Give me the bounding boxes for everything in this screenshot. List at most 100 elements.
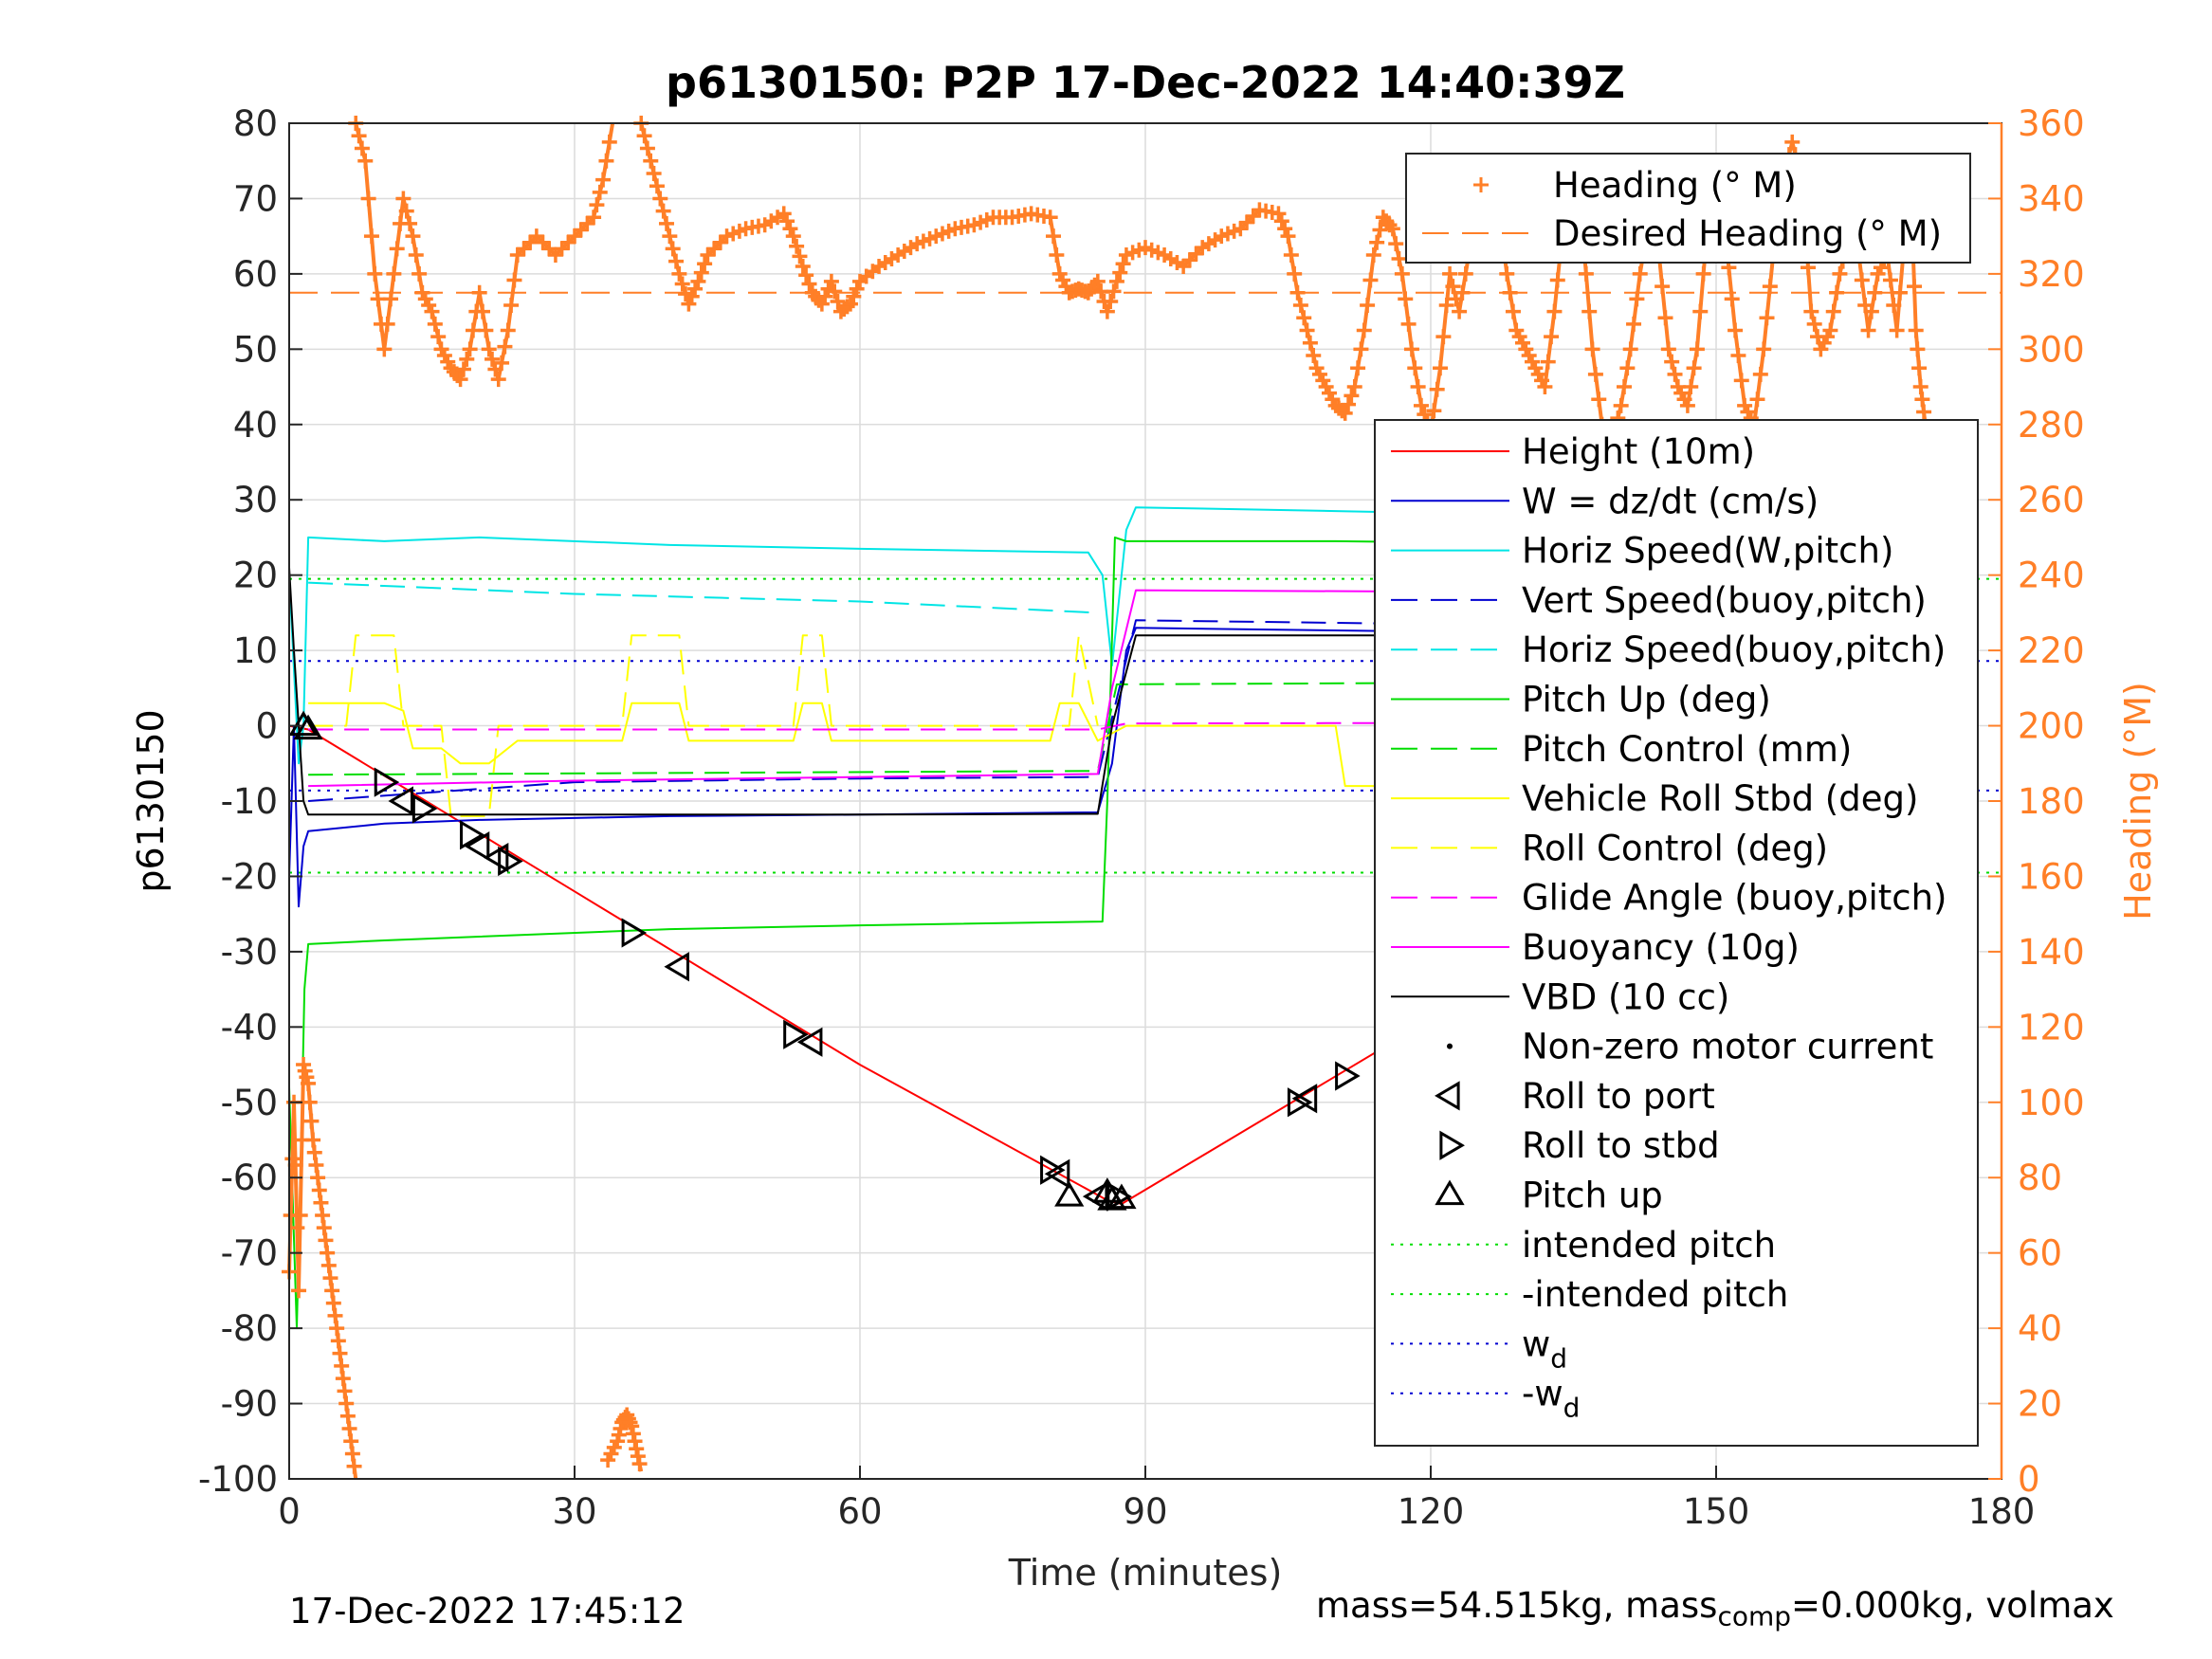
heading-point bbox=[1407, 360, 1423, 376]
heading-point bbox=[1280, 228, 1296, 245]
heading-point bbox=[684, 288, 700, 304]
y-tick-label-right: 280 bbox=[2018, 405, 2085, 446]
heading-point bbox=[1353, 341, 1369, 357]
series-line bbox=[308, 581, 1098, 614]
heading-point bbox=[455, 361, 471, 377]
heading-point bbox=[1369, 234, 1385, 250]
heading-point bbox=[1882, 272, 1898, 288]
heading-point bbox=[484, 351, 501, 367]
heading-point bbox=[506, 272, 522, 288]
legend-heading-box bbox=[1405, 153, 1971, 264]
heading-point bbox=[1271, 206, 1287, 222]
legend-label: Pitch up bbox=[1522, 1176, 1663, 1216]
heading-point bbox=[1752, 366, 1768, 382]
heading-point bbox=[1544, 329, 1560, 345]
legend-sample bbox=[1435, 1179, 1465, 1206]
heading-point bbox=[586, 210, 602, 226]
heading-point bbox=[589, 197, 605, 213]
heading-point bbox=[1502, 284, 1518, 301]
y-tick-label-right: 100 bbox=[2018, 1083, 2085, 1123]
roll-port-marker bbox=[796, 1027, 823, 1057]
y-tick-label-right: 300 bbox=[2018, 329, 2085, 370]
legend-sample bbox=[1473, 177, 1489, 192]
legend-label: Pitch Up (deg) bbox=[1522, 680, 1771, 720]
y-tick-label-right: 260 bbox=[2018, 480, 2085, 520]
legend-label: Roll to stbd bbox=[1522, 1125, 1720, 1166]
heading-point bbox=[1457, 265, 1473, 282]
y-tick-label-right: 340 bbox=[2018, 178, 2085, 219]
heading-point bbox=[687, 281, 704, 297]
heading-point bbox=[1344, 388, 1360, 404]
heading-point bbox=[1452, 303, 1468, 319]
heading-point bbox=[652, 191, 668, 207]
heading-point bbox=[1426, 403, 1442, 419]
heading-point bbox=[1749, 392, 1765, 408]
heading-point bbox=[411, 265, 428, 282]
heading-point bbox=[849, 281, 865, 297]
heading-point bbox=[823, 273, 839, 289]
heading-point bbox=[1832, 265, 1848, 282]
legend-label: Glide Angle (buoy,pitch) bbox=[1522, 878, 1947, 919]
heading-point bbox=[475, 303, 491, 319]
y-tick-label: -10 bbox=[221, 781, 278, 822]
footer-timestamp: 17-Dec-2022 17:45:12 bbox=[289, 1591, 686, 1632]
heading-point bbox=[1372, 222, 1388, 238]
heading-point bbox=[1398, 291, 1414, 307]
y-tick-label: -20 bbox=[221, 856, 278, 897]
heading-point bbox=[1784, 134, 1801, 150]
heading-point bbox=[379, 316, 395, 332]
roll-stbd-marker bbox=[1335, 1061, 1361, 1091]
series-line bbox=[308, 634, 1099, 817]
y-tick-label: 20 bbox=[233, 556, 278, 596]
heading-point bbox=[846, 288, 862, 304]
heading-point bbox=[1546, 303, 1563, 319]
pitch-up-marker bbox=[1106, 1183, 1137, 1210]
heading-point bbox=[503, 297, 520, 313]
roll-stbd-marker bbox=[374, 767, 400, 797]
heading-point bbox=[1273, 213, 1289, 229]
heading-point bbox=[1403, 341, 1419, 357]
chart-title: p6130150: P2P 17-Dec-2022 14:40:39Z bbox=[666, 57, 1625, 108]
heading-point bbox=[481, 341, 497, 357]
y-tick-label-right: 320 bbox=[2018, 254, 2085, 295]
heading-point bbox=[1591, 392, 1607, 408]
y-tick-label-right: 20 bbox=[2018, 1384, 2062, 1425]
heading-point bbox=[1910, 341, 1926, 357]
roll-stbd-marker bbox=[498, 846, 523, 877]
heading-point bbox=[662, 228, 678, 245]
heading-point bbox=[646, 165, 662, 181]
heading-point bbox=[287, 1157, 303, 1173]
heading-point bbox=[360, 191, 376, 207]
heading-point bbox=[798, 267, 814, 283]
heading-point bbox=[1587, 366, 1603, 382]
heading-point bbox=[1911, 360, 1928, 376]
heading-point bbox=[1540, 354, 1556, 370]
heading-point bbox=[1445, 279, 1461, 295]
roll-port-marker bbox=[388, 786, 413, 816]
heading-point bbox=[1759, 310, 1775, 326]
heading-point bbox=[357, 153, 374, 169]
heading-point bbox=[1337, 405, 1353, 421]
heading-point bbox=[1854, 272, 1870, 288]
y-tick-label: 70 bbox=[233, 178, 278, 219]
heading-point bbox=[1689, 341, 1705, 357]
legend-sample bbox=[1439, 1130, 1465, 1160]
heading-point bbox=[1803, 303, 1819, 319]
heading-point bbox=[1454, 284, 1471, 301]
y-tick-label: -50 bbox=[221, 1083, 278, 1123]
heading-point bbox=[465, 322, 481, 338]
heading-point bbox=[1664, 354, 1680, 370]
heading-point bbox=[462, 341, 478, 357]
y-tick-label-right: 140 bbox=[2018, 932, 2085, 973]
heading-point bbox=[671, 265, 687, 282]
x-tick-label: 30 bbox=[552, 1491, 596, 1532]
heading-point bbox=[1892, 284, 1908, 301]
heading-point bbox=[1886, 297, 1902, 313]
y-tick-label-right: 220 bbox=[2018, 630, 2085, 671]
x-tick-label: 120 bbox=[1398, 1491, 1465, 1532]
heading-point bbox=[402, 215, 418, 231]
heading-point bbox=[389, 241, 405, 257]
heading-point bbox=[1292, 297, 1308, 313]
heading-point bbox=[1283, 247, 1299, 264]
heading-point bbox=[1908, 322, 1924, 338]
